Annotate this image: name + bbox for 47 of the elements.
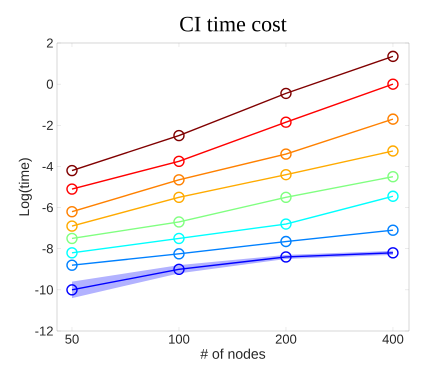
point	[387, 78, 399, 90]
point	[66, 259, 78, 271]
x-axis-title: # of nodes	[200, 348, 266, 359]
point	[280, 251, 292, 263]
point	[387, 247, 399, 259]
y-tick-label: -4	[42, 162, 54, 171]
point	[173, 192, 185, 203]
point	[173, 174, 185, 186]
point	[387, 171, 399, 182]
y-tick-label: -2	[42, 120, 53, 130]
point	[280, 116, 292, 128]
point	[66, 164, 78, 176]
point	[66, 247, 78, 259]
point	[66, 206, 78, 218]
x-tick-label: 50	[65, 334, 79, 344]
y-tick-label: -10	[35, 285, 53, 294]
point	[173, 216, 185, 228]
x-tick-label: 400	[382, 334, 404, 344]
point	[387, 113, 399, 125]
point	[173, 156, 185, 167]
y-tick-label: -8	[42, 244, 53, 254]
point	[387, 224, 399, 236]
point	[280, 236, 292, 248]
chart-title: CI time cost	[180, 16, 287, 32]
point	[280, 218, 292, 230]
point	[280, 88, 292, 100]
point	[66, 232, 78, 244]
point	[387, 50, 399, 62]
y-tick-label: 2	[46, 38, 53, 48]
point	[173, 248, 185, 260]
point	[66, 183, 78, 195]
point	[173, 264, 185, 275]
x-tick-label: 100	[169, 334, 190, 344]
y-axis-title: Log(time)	[18, 158, 32, 216]
point	[280, 192, 292, 203]
point	[387, 145, 399, 157]
point	[280, 148, 292, 160]
point	[173, 232, 185, 244]
point	[280, 168, 292, 180]
y-tick-label: 0	[46, 80, 53, 89]
point	[66, 220, 78, 232]
y-tick-label: -12	[35, 326, 53, 336]
y-tick-label: -6	[42, 202, 53, 212]
x-tick-label: 200	[276, 334, 296, 344]
point	[387, 190, 399, 202]
point	[66, 284, 78, 296]
point	[173, 130, 185, 142]
